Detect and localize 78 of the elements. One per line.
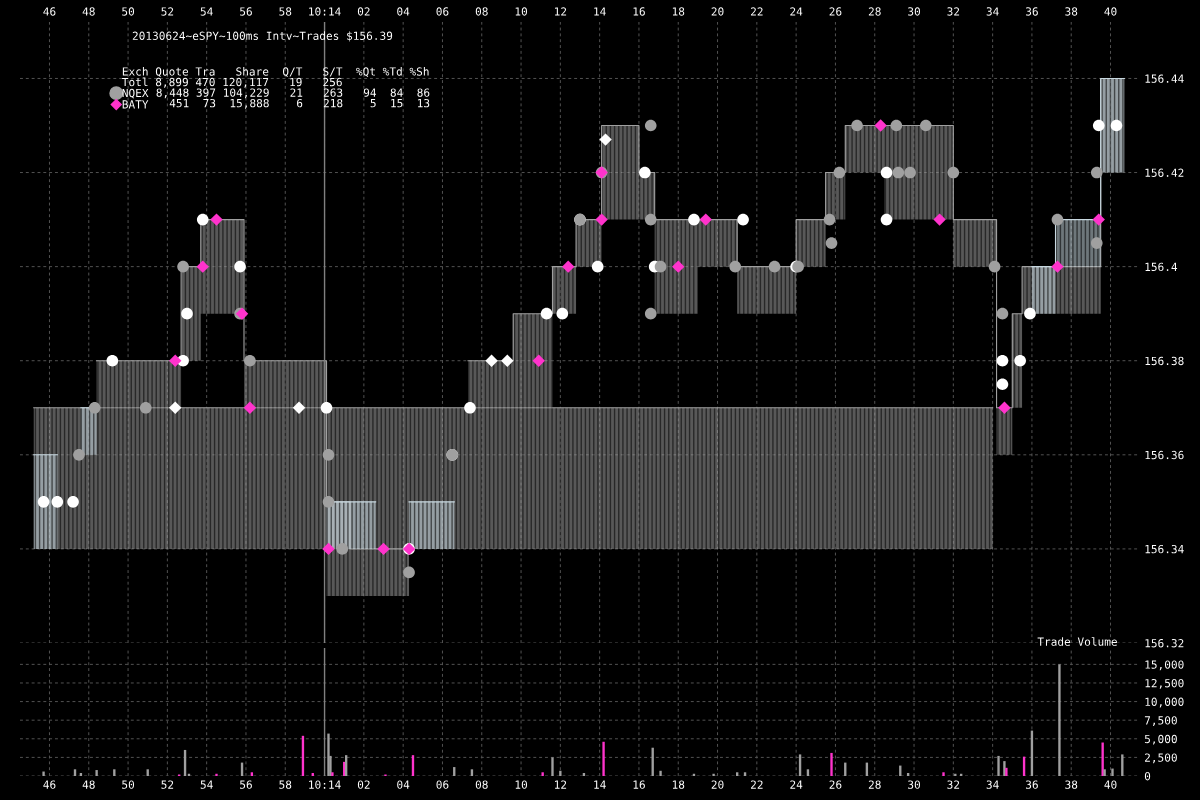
- x-tick-label: 20: [711, 7, 724, 16]
- chart-title: Trade Volume: [1037, 637, 1117, 646]
- y-tick-label: 156.36: [1145, 450, 1184, 460]
- x-tick-label: 08: [475, 780, 488, 789]
- annotation: Exch Quote Tra Share Q/T S/T %Qt %Td %Sh: [122, 67, 429, 77]
- x-tick-label: 50: [122, 7, 135, 16]
- x-tick-label: 46: [43, 7, 56, 16]
- x-tick-label: 30: [908, 7, 920, 16]
- x-tick-label: 24: [790, 780, 803, 789]
- x-tick-label: 18: [672, 780, 685, 789]
- y-tick-label: 2,500: [1144, 753, 1177, 764]
- x-tick-label: 06: [436, 780, 449, 789]
- x-tick-label: 18: [672, 7, 685, 16]
- x-tick-label: 50: [122, 780, 135, 789]
- x-tick-label: 36: [1025, 780, 1038, 789]
- x-tick-label: 24: [790, 7, 803, 16]
- x-tick-label: 26: [829, 7, 842, 16]
- x-tick-label: 26: [829, 780, 842, 789]
- x-tick-label: 56: [240, 7, 252, 16]
- x-tick-label: 30: [908, 780, 920, 789]
- x-tick-label: 10:14: [309, 7, 341, 16]
- x-tick-label: 32: [947, 7, 960, 16]
- y-tick-label: 15,000: [1145, 660, 1184, 671]
- x-tick-label: 10: [515, 7, 528, 16]
- x-tick-label: 16: [633, 780, 645, 789]
- x-tick-label: 08: [475, 7, 488, 16]
- x-tick-label: 52: [161, 7, 174, 16]
- y-tick-label: 0: [1144, 772, 1151, 781]
- annotation: Totl 8,899 470 120,117 19 256: [122, 77, 342, 88]
- x-tick-label: 32: [947, 780, 960, 789]
- x-tick-label: 38: [1065, 7, 1078, 16]
- x-tick-label: 56: [240, 780, 252, 789]
- x-tick-label: 46: [43, 780, 56, 789]
- legend-label: NQEX: [122, 88, 149, 99]
- y-tick-label: 156.32: [1145, 639, 1184, 648]
- y-tick-label: 5,000: [1144, 734, 1177, 745]
- x-tick-label: 34: [986, 780, 999, 789]
- x-tick-label: 02: [357, 7, 370, 16]
- y-tick-label: 156.34: [1145, 544, 1184, 554]
- x-tick-label: 14: [594, 780, 606, 789]
- x-tick-label: 12: [555, 7, 567, 16]
- x-tick-label: 54: [200, 7, 213, 16]
- x-tick-label: 20: [711, 780, 724, 789]
- x-tick-label: 04: [397, 780, 410, 789]
- x-tick-label: 12: [555, 780, 567, 789]
- x-tick-label: 58: [279, 7, 292, 16]
- x-tick-label: 10:14: [309, 780, 341, 789]
- y-tick-label: 156.44: [1145, 74, 1184, 83]
- y-tick-label: 156.38: [1145, 356, 1184, 366]
- x-tick-label: 28: [868, 780, 881, 789]
- y-tick-label: 7,500: [1144, 716, 1177, 726]
- annotation: 451 73 15,888 6 218 5 15 13: [169, 98, 430, 109]
- x-tick-label: 04: [397, 7, 410, 16]
- y-tick-label: 12,500: [1145, 678, 1184, 689]
- x-tick-label: 54: [200, 780, 213, 789]
- y-tick-label: 10,000: [1145, 697, 1184, 708]
- y-tick-label: 156.42: [1145, 168, 1184, 177]
- x-tick-label: 40: [1104, 7, 1117, 16]
- x-tick-label: 22: [750, 7, 763, 16]
- x-tick-label: 40: [1104, 780, 1117, 789]
- x-tick-label: 10: [515, 780, 528, 789]
- x-tick-label: 34: [986, 7, 999, 16]
- annotation: 8,448 397 104,229 21 263 94 84 86: [156, 88, 430, 99]
- x-tick-label: 38: [1065, 780, 1078, 789]
- x-tick-label: 36: [1025, 7, 1038, 16]
- legend-label: BATY: [122, 100, 149, 109]
- y-tick-label: 156.4: [1145, 262, 1178, 272]
- x-tick-label: 48: [82, 7, 95, 16]
- x-tick-label: 52: [161, 780, 174, 789]
- text: 20130624~eSPY~100ms Intv~Trades $156.39: [132, 31, 393, 42]
- x-tick-label: 06: [436, 7, 449, 16]
- x-tick-label: 28: [868, 7, 881, 16]
- x-tick-label: 02: [357, 780, 370, 789]
- x-tick-label: 22: [750, 780, 763, 789]
- x-tick-label: 14: [594, 7, 606, 16]
- x-tick-label: 48: [82, 780, 95, 789]
- x-tick-label: 58: [279, 780, 292, 789]
- x-tick-label: 16: [633, 7, 645, 16]
